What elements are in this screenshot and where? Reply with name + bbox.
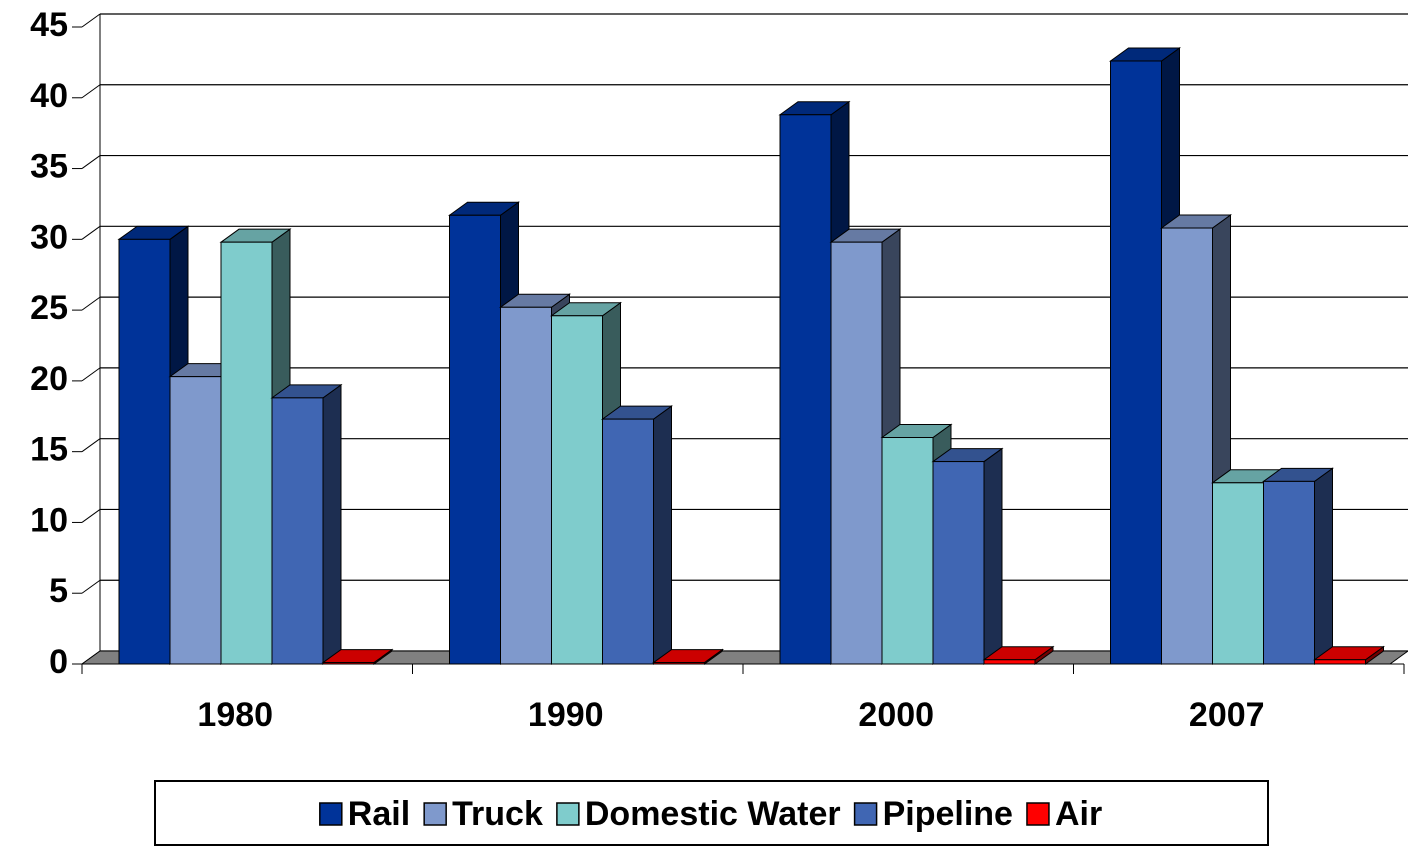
bar-front bbox=[932, 461, 985, 665]
legend-swatch bbox=[853, 802, 878, 826]
bar bbox=[931, 447, 1004, 665]
y-tick-label: 40 bbox=[30, 77, 68, 115]
bar-front bbox=[169, 376, 222, 665]
grid-line bbox=[81, 13, 101, 28]
bar-front bbox=[1110, 60, 1162, 665]
grid-line bbox=[81, 367, 101, 382]
grid-line bbox=[81, 225, 101, 240]
bar-front bbox=[1314, 659, 1366, 665]
bar-side bbox=[653, 405, 672, 665]
legend-label: Truck bbox=[452, 795, 543, 833]
bar bbox=[600, 405, 674, 665]
legend bbox=[154, 780, 1269, 846]
bar-front bbox=[1161, 227, 1213, 665]
grid-line bbox=[81, 579, 101, 594]
bar bbox=[982, 645, 1055, 665]
y-tick-label: 20 bbox=[30, 360, 68, 398]
grid-line bbox=[81, 509, 101, 523]
bar bbox=[1261, 467, 1335, 665]
legend-label: Air bbox=[1055, 795, 1102, 833]
bar-front bbox=[220, 241, 273, 665]
bar bbox=[1159, 214, 1233, 665]
grid-line bbox=[81, 84, 101, 99]
bar-front bbox=[500, 306, 552, 665]
bar-front bbox=[1263, 480, 1315, 665]
x-tick-label: 1980 bbox=[197, 696, 273, 734]
legend-label: Pipeline bbox=[883, 795, 1013, 833]
y-tick-label: 25 bbox=[30, 289, 68, 327]
y-tick-label: 5 bbox=[49, 572, 68, 610]
y-tick-label: 15 bbox=[30, 431, 68, 469]
legend-label: Domestic Water bbox=[585, 795, 841, 833]
bar-front bbox=[551, 315, 603, 665]
grid-line bbox=[81, 438, 101, 453]
legend-swatch bbox=[556, 802, 580, 826]
bar-front bbox=[1212, 482, 1264, 665]
bar-front bbox=[118, 238, 171, 665]
y-tick-label: 0 bbox=[49, 643, 68, 681]
bar bbox=[270, 383, 343, 665]
bar-front bbox=[881, 437, 934, 665]
bar-front bbox=[779, 114, 832, 665]
bar-front bbox=[602, 418, 654, 665]
bar-front bbox=[830, 241, 883, 665]
bar-front bbox=[322, 662, 375, 665]
x-tick-label: 2007 bbox=[1189, 696, 1265, 734]
legend-swatch bbox=[1026, 802, 1050, 826]
y-tick-label: 45 bbox=[30, 6, 68, 44]
bar bbox=[651, 648, 725, 665]
bar-front bbox=[271, 397, 324, 665]
bar-side bbox=[322, 383, 342, 665]
legend-swatch bbox=[319, 802, 343, 826]
y-tick-label: 30 bbox=[30, 218, 68, 256]
bar-front bbox=[449, 214, 501, 665]
bar-side bbox=[983, 447, 1003, 665]
x-tick-label: 1990 bbox=[528, 696, 604, 734]
bar-front bbox=[653, 662, 705, 665]
grid-line bbox=[81, 296, 101, 311]
grid-line bbox=[81, 155, 101, 169]
y-tick-label: 35 bbox=[30, 148, 68, 186]
bar bbox=[321, 648, 394, 665]
legend-label: Rail bbox=[348, 795, 410, 833]
x-tick-label: 2000 bbox=[858, 696, 934, 734]
bar bbox=[1312, 645, 1386, 665]
bar-front bbox=[983, 659, 1036, 665]
legend-items: Rail Truck Domestic Water Pipeline Air bbox=[319, 795, 1102, 833]
legend-swatch bbox=[423, 802, 447, 826]
y-tick-label: 10 bbox=[30, 501, 68, 539]
bar-side bbox=[1314, 467, 1333, 665]
